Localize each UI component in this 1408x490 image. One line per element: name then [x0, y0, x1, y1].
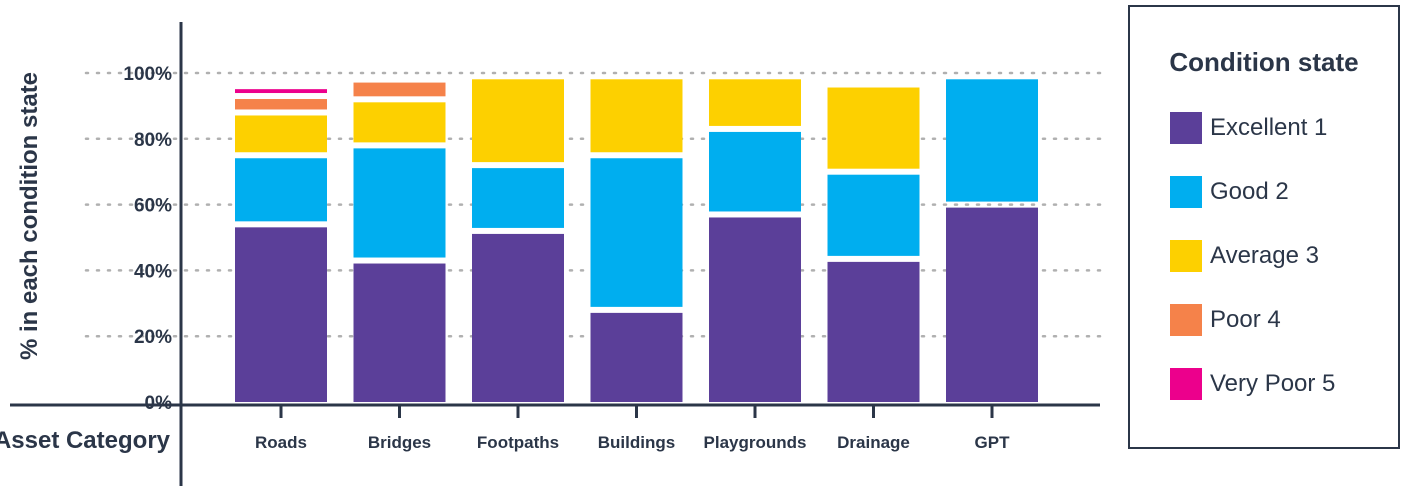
- legend-swatch: [1170, 304, 1202, 336]
- legend-item: Very Poor 5: [1170, 368, 1335, 400]
- bar-segment: [709, 131, 801, 212]
- x-tick-label: Footpaths: [477, 433, 559, 452]
- bar-segment: [590, 312, 683, 402]
- y-axis-title: % in each condition state: [16, 72, 43, 360]
- legend-swatch: [1170, 112, 1202, 144]
- legend-label: Average 3: [1210, 242, 1319, 269]
- x-tick-label: GPT: [975, 433, 1011, 452]
- y-tick-label: 20%: [134, 327, 172, 348]
- bar-segment: [235, 99, 327, 110]
- legend-swatch: [1170, 176, 1202, 208]
- stacked-bar-chart: % in each condition state Asset Category…: [0, 22, 1102, 486]
- legend-label: Excellent 1: [1210, 114, 1328, 141]
- bar-segment: [827, 87, 920, 169]
- y-tick-label: 80%: [134, 130, 172, 151]
- bar-segment: [353, 102, 446, 143]
- bar-segment: [590, 79, 683, 153]
- bar-segment: [827, 174, 920, 256]
- legend-item: Average 3: [1170, 240, 1319, 272]
- bar-segment: [946, 207, 1038, 402]
- legend-item: Poor 4: [1170, 304, 1281, 336]
- legend-swatch: [1170, 368, 1202, 400]
- bar-segment: [590, 158, 683, 307]
- y-tick-label: 40%: [134, 261, 172, 282]
- bar-segment: [235, 115, 327, 153]
- legend-label: Very Poor 5: [1210, 370, 1336, 397]
- y-tick-label: 100%: [123, 64, 172, 85]
- legend: Condition state Excellent 1 Good 2 Average…: [1128, 5, 1400, 449]
- bar-segment: [353, 263, 446, 402]
- y-tick-label: 60%: [134, 196, 172, 217]
- bar-segment: [235, 89, 327, 94]
- x-tick-label: Roads: [255, 433, 307, 452]
- x-tick-label: Buildings: [598, 433, 675, 452]
- bar-segment: [709, 79, 801, 126]
- legend-label: Poor 4: [1210, 306, 1281, 333]
- bar-segment: [472, 168, 564, 228]
- bar-segment: [827, 261, 920, 402]
- bar-segment: [709, 217, 801, 402]
- bar-segment: [353, 148, 446, 258]
- x-axis-title: Asset Category: [0, 427, 171, 454]
- bar-segment: [946, 79, 1038, 202]
- legend-swatch: [1170, 240, 1202, 272]
- x-tick-label: Drainage: [837, 433, 910, 452]
- bar-segment: [235, 227, 327, 402]
- legend-item: Good 2: [1170, 176, 1289, 208]
- x-tick-label: Bridges: [368, 433, 431, 452]
- x-tick-label: Playgrounds: [704, 433, 807, 452]
- bar-segment: [353, 82, 446, 97]
- legend-title: Condition state: [1169, 47, 1359, 77]
- legend-label: Good 2: [1210, 178, 1289, 205]
- legend-item: Excellent 1: [1170, 112, 1327, 144]
- bar-segment: [472, 233, 564, 402]
- bar-segment: [472, 79, 564, 163]
- bar-segment: [235, 158, 327, 222]
